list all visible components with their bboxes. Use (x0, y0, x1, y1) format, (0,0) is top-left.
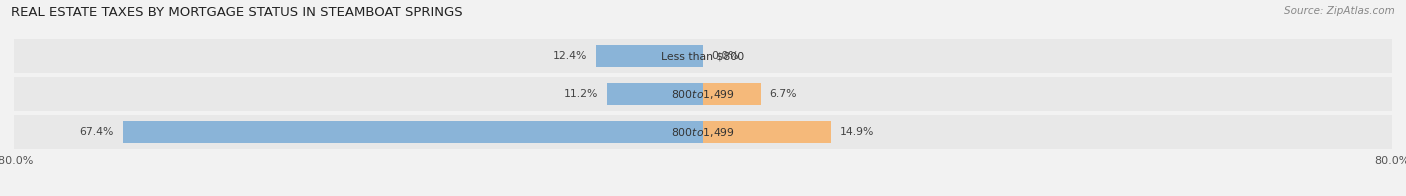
Bar (703, 83, 761, 105)
Text: 12.4%: 12.4% (553, 51, 588, 61)
Text: REAL ESTATE TAXES BY MORTGAGE STATUS IN STEAMBOAT SPRINGS: REAL ESTATE TAXES BY MORTGAGE STATUS IN … (11, 6, 463, 19)
Bar (596, 45, 703, 67)
Text: 11.2%: 11.2% (564, 89, 598, 99)
Text: 0.0%: 0.0% (711, 51, 740, 61)
Text: $800 to $1,499: $800 to $1,499 (671, 125, 735, 139)
Bar (606, 83, 703, 105)
Text: Source: ZipAtlas.com: Source: ZipAtlas.com (1284, 6, 1395, 16)
Text: 14.9%: 14.9% (839, 127, 875, 137)
Bar (122, 121, 703, 143)
Text: Less than $800: Less than $800 (661, 51, 745, 61)
Bar (14, 39, 1392, 73)
Bar (14, 115, 1392, 149)
Bar (703, 121, 831, 143)
Text: 67.4%: 67.4% (80, 127, 114, 137)
Text: $800 to $1,499: $800 to $1,499 (671, 88, 735, 101)
Bar (14, 77, 1392, 111)
Text: 6.7%: 6.7% (769, 89, 797, 99)
